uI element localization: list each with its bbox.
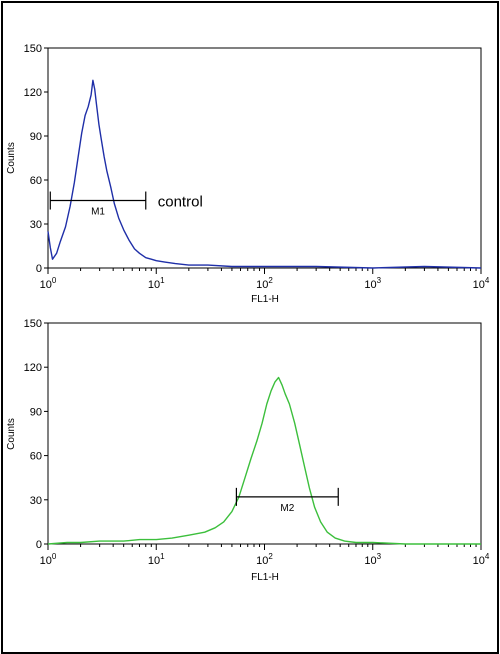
histogram-line-sample <box>47 376 481 545</box>
y-tick-label: 90 <box>30 406 42 418</box>
gate-m1-label: M1 <box>91 207 105 218</box>
plot-area-1 <box>47 47 482 269</box>
y-tick-label: 30 <box>30 219 42 231</box>
y-tick-label: 0 <box>36 263 42 275</box>
x-tick-label: 102 <box>256 276 273 291</box>
x-tick-label: 104 <box>473 552 490 567</box>
histogram-line-control <box>47 79 482 269</box>
plot-area-2 <box>47 322 482 545</box>
x-tick-label: 103 <box>364 276 381 291</box>
y-ticks-2: 0 30 60 90 120 150 <box>24 318 48 551</box>
y-tick-label: 90 <box>30 131 42 143</box>
gate-m2-label: M2 <box>280 503 294 514</box>
control-annotation: control <box>158 194 203 211</box>
y-tick-label: 30 <box>30 495 42 507</box>
x-tick-label: 101 <box>148 552 165 567</box>
x-tick-label: 101 <box>148 276 165 291</box>
y-tick-label: 0 <box>36 539 42 551</box>
y-axis-title-2: Counts <box>6 418 17 450</box>
histogram-panel-control: 0 30 60 90 120 150 100 101 102 103 104 Counts FL1… <box>6 43 490 305</box>
y-tick-label: 60 <box>30 175 42 187</box>
x-ticks-1: 100 101 102 103 104 <box>40 268 490 291</box>
x-tick-label: 100 <box>40 552 57 567</box>
gate-m1: M1 <box>49 191 147 218</box>
histogram-panel-sample: 0 30 60 90 120 150 100 101 102 103 104 Counts FL1… <box>6 318 490 583</box>
y-ticks-1: 0 30 60 90 120 150 <box>24 43 48 275</box>
x-axis-title-1: FL1-H <box>251 294 279 305</box>
y-tick-label: 150 <box>24 43 42 55</box>
x-ticks-2: 100 101 102 103 104 <box>40 544 490 567</box>
y-tick-label: 150 <box>24 318 42 330</box>
gate-m2: M2 <box>235 487 339 514</box>
x-tick-label: 100 <box>40 276 57 291</box>
y-tick-label: 60 <box>30 451 42 463</box>
x-tick-label: 102 <box>256 552 273 567</box>
y-tick-label: 120 <box>24 87 42 99</box>
y-axis-title-1: Counts <box>6 142 17 174</box>
x-tick-label: 103 <box>364 552 381 567</box>
x-tick-label: 104 <box>473 276 490 291</box>
y-tick-label: 120 <box>24 362 42 374</box>
x-axis-title-2: FL1-H <box>251 572 279 583</box>
